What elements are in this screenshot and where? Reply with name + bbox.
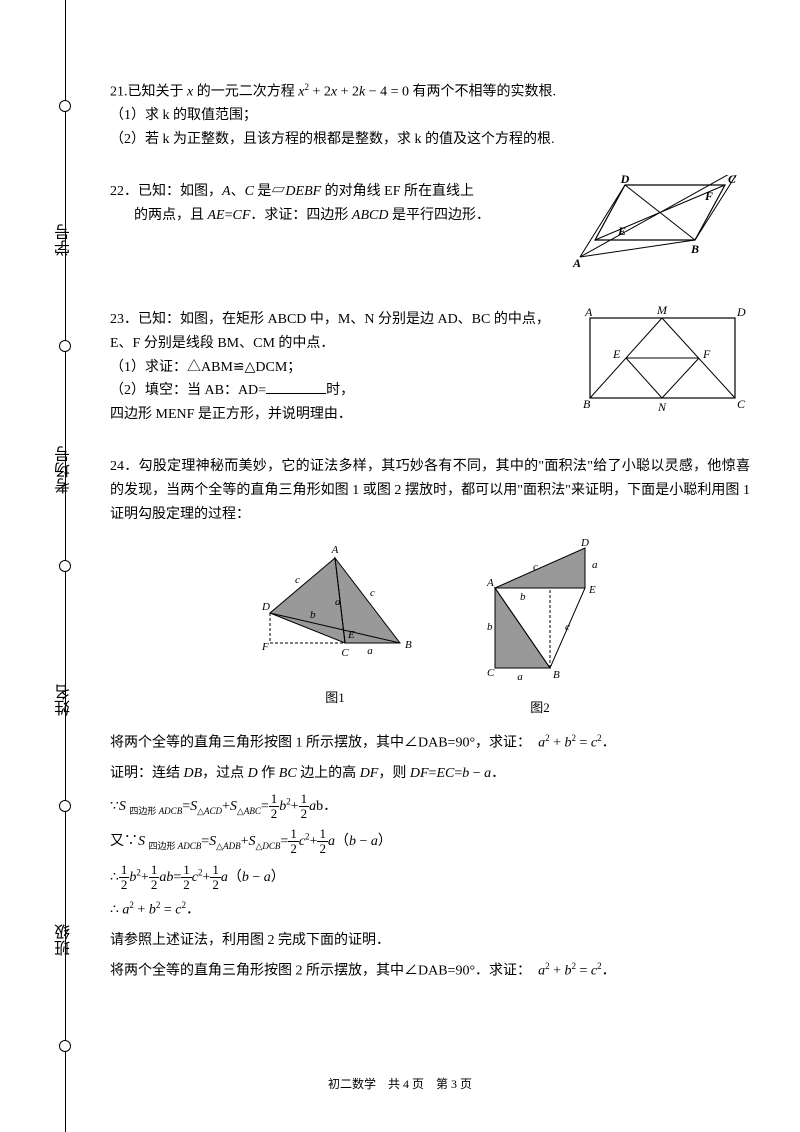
svg-text:C: C: [737, 397, 746, 411]
p24-conclusion: ∴ a2 + b2 = c2．: [110, 898, 750, 922]
svg-text:E: E: [617, 224, 626, 238]
p22-stem1: 22．已知：如图，A、C 是▱DEBF 的对角线 EF 所在直线上: [110, 180, 530, 204]
side-label-class: 班级: [45, 880, 85, 1000]
p23-stem1: 23．已知：如图，在矩形 ABCD 中，M、N 分别是边 AD、BC 的中点，: [110, 308, 560, 332]
p21-q2: （2）若 k 为正整数，且该方程的根都是整数，求 k 的值及这个方程的根.: [110, 128, 750, 152]
svg-text:M: M: [656, 303, 668, 317]
p21-q1: （1）求 k 的取值范围；: [110, 104, 750, 128]
svg-text:b: b: [310, 609, 316, 621]
svg-text:F: F: [702, 347, 711, 361]
p24-stem: 24．勾股定理神秘而美妙，它的证法多样，其巧妙各有不同，其中的"面积法"给了小聪…: [110, 455, 750, 526]
p24-instruction: 请参照上述证法，利用图 2 完成下面的证明．: [110, 929, 750, 953]
svg-text:D: D: [580, 538, 589, 549]
p24-proof-intro: 证明：连结 DB，过点 D 作 BC 边上的高 DF，则 DF=EC=b − a…: [110, 762, 750, 786]
svg-text:B: B: [690, 242, 699, 256]
p24-proof-step3: ∴12b2+12ab=12c2+12a（b − a）: [110, 863, 750, 893]
svg-text:D: D: [736, 305, 746, 319]
problem-24: 24．勾股定理神秘而美妙，它的证法多样，其巧妙各有不同，其中的"面积法"给了小聪…: [110, 455, 750, 983]
p23-q1: （1）求证：△ABM≌△DCM；: [110, 356, 560, 380]
svg-text:b: b: [487, 621, 493, 633]
p24-proof-step2: 又∵S 四边形 ADCB=S△ADB+S△DCB=12c2+12a（b − a）: [110, 827, 750, 857]
svg-text:E: E: [588, 584, 596, 596]
svg-text:C: C: [341, 647, 349, 659]
p24-fig2-caption: 图2: [465, 697, 615, 719]
svg-text:E: E: [612, 347, 621, 361]
svg-text:A: A: [572, 256, 581, 270]
binding-hole: [59, 800, 71, 812]
binding-hole: [59, 340, 71, 352]
svg-text:C: C: [487, 667, 495, 679]
side-label-room: 考场号: [45, 400, 85, 540]
svg-text:F: F: [261, 641, 269, 653]
p22-figure: D C F E A B: [570, 175, 750, 270]
svg-text:c: c: [295, 574, 300, 586]
binding-hole: [59, 100, 71, 112]
p24-proof-step1: ∵S 四边形 ADCB=S△ACD+S△ABC=12b2+12ab．: [110, 792, 750, 822]
binding-hole: [59, 1040, 71, 1052]
problem-23: 23．已知：如图，在矩形 ABCD 中，M、N 分别是边 AD、BC 的中点， …: [110, 308, 750, 427]
svg-text:a: a: [367, 645, 373, 657]
svg-text:A: A: [584, 305, 593, 319]
svg-text:D: D: [620, 175, 630, 186]
problem-22: 22．已知：如图，A、C 是▱DEBF 的对角线 EF 所在直线上 的两点，且 …: [110, 180, 750, 280]
svg-text:c: c: [370, 587, 375, 599]
p22-stem2: 的两点，且 AE=CF．求证：四边形 ABCD 是平行四边形．: [110, 204, 530, 228]
svg-text:D: D: [261, 601, 270, 613]
p24-prove-line: 将两个全等的直角三角形按图 1 所示摆放，其中∠DAB=90°，求证： a2 +…: [110, 731, 750, 755]
svg-text:c: c: [565, 621, 570, 633]
p24-figure-1: A B C D E F c c a b a: [245, 538, 425, 678]
svg-text:N: N: [657, 400, 667, 414]
side-label-student-id: 学号: [45, 180, 85, 300]
svg-text:B: B: [583, 397, 591, 411]
content-area: 21.已知关于 x 的一元二次方程 x2 + 2x + 2k − 4 = 0 有…: [110, 80, 750, 1011]
binding-hole: [59, 560, 71, 572]
binding-strip: 学号 考场号 姓名 班级: [45, 0, 85, 1132]
svg-text:C: C: [728, 175, 737, 186]
svg-text:b: b: [520, 591, 526, 603]
p24-fig1-caption: 图1: [245, 687, 425, 709]
svg-text:A: A: [331, 544, 339, 556]
svg-text:E: E: [347, 629, 355, 641]
p24-figure-2: A B C D E c a b b c a: [465, 538, 615, 688]
p23-stem2: E、F 分别是线段 BM、CM 的中点．: [110, 332, 560, 356]
svg-text:B: B: [405, 639, 412, 651]
svg-text:c: c: [533, 561, 538, 573]
p23-figure: A M D E F B N C: [575, 303, 750, 418]
svg-text:A: A: [486, 577, 494, 589]
svg-text:a: a: [517, 671, 523, 683]
page-footer: 初二数学 共 4 页 第 3 页: [0, 1075, 800, 1092]
svg-text:B: B: [553, 669, 560, 681]
p21-stem: 21.已知关于 x 的一元二次方程 x2 + 2x + 2k − 4 = 0 有…: [110, 80, 750, 104]
svg-text:F: F: [704, 189, 713, 203]
svg-text:a: a: [335, 596, 341, 608]
p23-q2: （2）填空：当 AB：AD=时，: [110, 379, 560, 403]
svg-text:a: a: [592, 559, 598, 571]
problem-21: 21.已知关于 x 的一元二次方程 x2 + 2x + 2k − 4 = 0 有…: [110, 80, 750, 152]
side-label-name: 姓名: [45, 640, 85, 760]
p23-q3: 四边形 MENF 是正方形，并说明理由．: [110, 403, 560, 427]
p24-task: 将两个全等的直角三角形按图 2 所示摆放，其中∠DAB=90°．求证： a2 +…: [110, 959, 750, 983]
